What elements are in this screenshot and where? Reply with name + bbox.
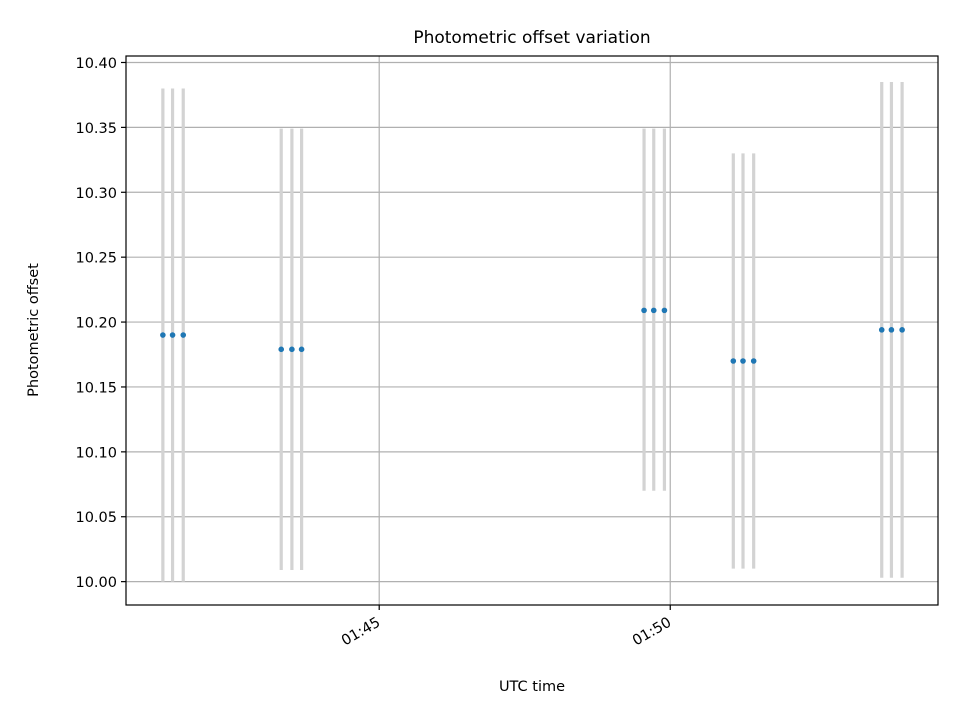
data-point [650, 307, 657, 314]
data-point [750, 358, 757, 364]
y-axis-label: Photometric offset [26, 263, 42, 397]
data-point [160, 332, 166, 338]
data-point [278, 346, 285, 353]
data-point [661, 307, 668, 314]
plot-area-frame [125, 55, 939, 606]
data-point [641, 307, 647, 314]
y-tick-label: 10.35 [75, 121, 117, 137]
data-point [289, 346, 295, 353]
chart-title: Photometric offset variation [413, 28, 650, 48]
y-tick-label: 10.20 [75, 316, 117, 332]
y-tick-label: 10.25 [75, 251, 117, 267]
data-point [888, 327, 895, 333]
data-point [298, 346, 305, 353]
y-tick-label: 10.15 [75, 380, 117, 396]
data-point [180, 332, 187, 338]
data-point [740, 358, 746, 364]
data-point [899, 327, 905, 333]
data-point [730, 358, 737, 364]
data-point [169, 332, 176, 338]
data-point [878, 327, 885, 333]
y-tick-label: 10.00 [75, 575, 117, 591]
y-tick-label: 10.40 [75, 56, 117, 72]
y-tick-label: 10.10 [75, 445, 117, 461]
y-tick-label: 10.30 [75, 186, 117, 202]
grid-lines [126, 56, 938, 605]
y-tick-label: 10.05 [75, 510, 117, 526]
x-axis-label: UTC time [499, 679, 565, 695]
data-points [160, 307, 905, 364]
